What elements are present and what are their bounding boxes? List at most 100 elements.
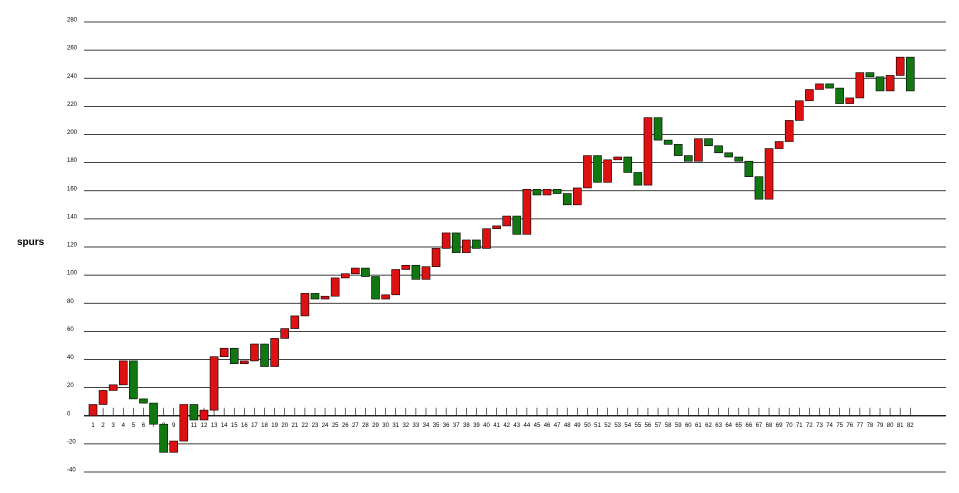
x-tick-label: 45: [534, 423, 541, 429]
x-tick-label: 82: [907, 423, 914, 429]
x-tick-label: 60: [685, 423, 692, 429]
x-tick-label: 63: [715, 423, 722, 429]
bar-5: [129, 360, 138, 400]
y-tick-label: 60: [67, 327, 74, 333]
bar-26: [340, 273, 350, 279]
bar-6: [139, 398, 148, 404]
bar-75: [835, 87, 844, 104]
x-tick-label: 58: [665, 423, 672, 429]
x-tick-label: 13: [211, 423, 218, 429]
x-tick-label: 12: [201, 423, 208, 429]
x-tick-label: 41: [493, 423, 500, 429]
bar-25: [330, 277, 340, 297]
bar-27: [351, 267, 360, 275]
bar-64: [724, 152, 733, 158]
y-axis-label: spurs: [17, 237, 45, 248]
bar-41: [492, 225, 501, 230]
x-tick-label: 50: [584, 423, 591, 429]
x-tick-label: 74: [826, 423, 833, 429]
bar-55: [633, 172, 643, 186]
x-tick-label: 75: [836, 423, 843, 429]
x-tick-labels: 1234567891011121314151617181920212223242…: [91, 423, 914, 429]
x-tick-label: 51: [594, 423, 601, 429]
bar-15: [229, 347, 239, 365]
bar-14: [219, 347, 229, 357]
x-tick-label: 22: [302, 423, 309, 429]
x-tick-label: 72: [806, 423, 813, 429]
x-tick-label: 1: [91, 423, 95, 429]
x-tick-label: 18: [261, 423, 268, 429]
bar-16: [240, 360, 249, 365]
x-tick-label: 49: [574, 423, 581, 429]
bar-11: [189, 404, 199, 421]
bar-71: [794, 100, 804, 121]
bar-56: [643, 117, 653, 186]
bar-20: [280, 328, 290, 339]
x-tick-label: 27: [352, 423, 359, 429]
bar-42: [502, 215, 511, 227]
x-tick-label: 30: [382, 423, 389, 429]
x-tick-label: 56: [645, 423, 652, 429]
bar-22: [300, 293, 310, 317]
bar-21: [290, 315, 300, 329]
x-tick-label: 40: [483, 423, 490, 429]
bar-79: [875, 76, 885, 92]
bar-30: [381, 294, 390, 300]
x-tick-label: 73: [816, 423, 823, 429]
bar-2: [98, 390, 108, 405]
x-tick-label: 44: [524, 423, 531, 429]
bar-80: [885, 75, 895, 92]
bar-47: [552, 189, 562, 194]
x-tick-label: 2: [101, 423, 105, 429]
bars: [88, 56, 915, 453]
x-tick-label: 57: [655, 423, 662, 429]
y-tick-label: 40: [67, 355, 74, 361]
bar-4: [118, 360, 128, 386]
y-tick-label: 280: [67, 18, 78, 24]
y-tick-label: 100: [67, 271, 78, 277]
x-tick-label: 34: [423, 423, 430, 429]
x-tick-label: 5: [132, 423, 136, 429]
x-tick-label: 29: [372, 423, 379, 429]
x-tick-label: 16: [241, 423, 248, 429]
y-tick-label: -40: [67, 468, 76, 474]
x-tick-label: 80: [887, 423, 894, 429]
x-tick-label: 9: [172, 423, 176, 429]
y-tick-label: 220: [67, 102, 78, 108]
bar-29: [371, 276, 380, 300]
y-tick-label: 240: [67, 74, 78, 80]
y-tick-label: 0: [67, 411, 71, 417]
x-tick-label: 71: [796, 423, 803, 429]
bar-73: [815, 83, 824, 90]
bar-18: [260, 343, 269, 367]
bar-66: [744, 160, 754, 177]
bar-63: [714, 145, 723, 154]
x-tick-label: 38: [463, 423, 470, 429]
x-tick-label: 32: [402, 423, 409, 429]
x-tick-label: 54: [624, 423, 631, 429]
x-tick-label: 31: [392, 423, 399, 429]
bar-43: [512, 215, 522, 235]
x-tick-label: 17: [251, 423, 258, 429]
bar-28: [361, 267, 370, 277]
x-tick-label: 61: [695, 423, 702, 429]
x-tick-label: 37: [453, 423, 460, 429]
bar-31: [391, 269, 401, 296]
x-tick-label: 21: [291, 423, 298, 429]
x-tick-label: 26: [342, 423, 349, 429]
x-tick-label: 28: [362, 423, 369, 429]
bar-9: [169, 440, 179, 453]
bar-53: [613, 156, 622, 161]
x-tick-label: 19: [271, 423, 278, 429]
x-tick-label: 78: [867, 423, 874, 429]
x-tick-label: 59: [675, 423, 682, 429]
y-tick-label: 160: [67, 186, 78, 192]
y-tick-label: 140: [67, 214, 78, 220]
y-tick-labels: -40 -20 0 20 40 60 80 100 120 140 160 180 200 220 240 2…: [67, 18, 78, 474]
x-tick-label: 52: [604, 423, 611, 429]
bar-70: [784, 120, 794, 142]
x-tick-label: 70: [786, 423, 793, 429]
bar-69: [774, 141, 784, 149]
y-tick-label: 260: [67, 46, 78, 52]
